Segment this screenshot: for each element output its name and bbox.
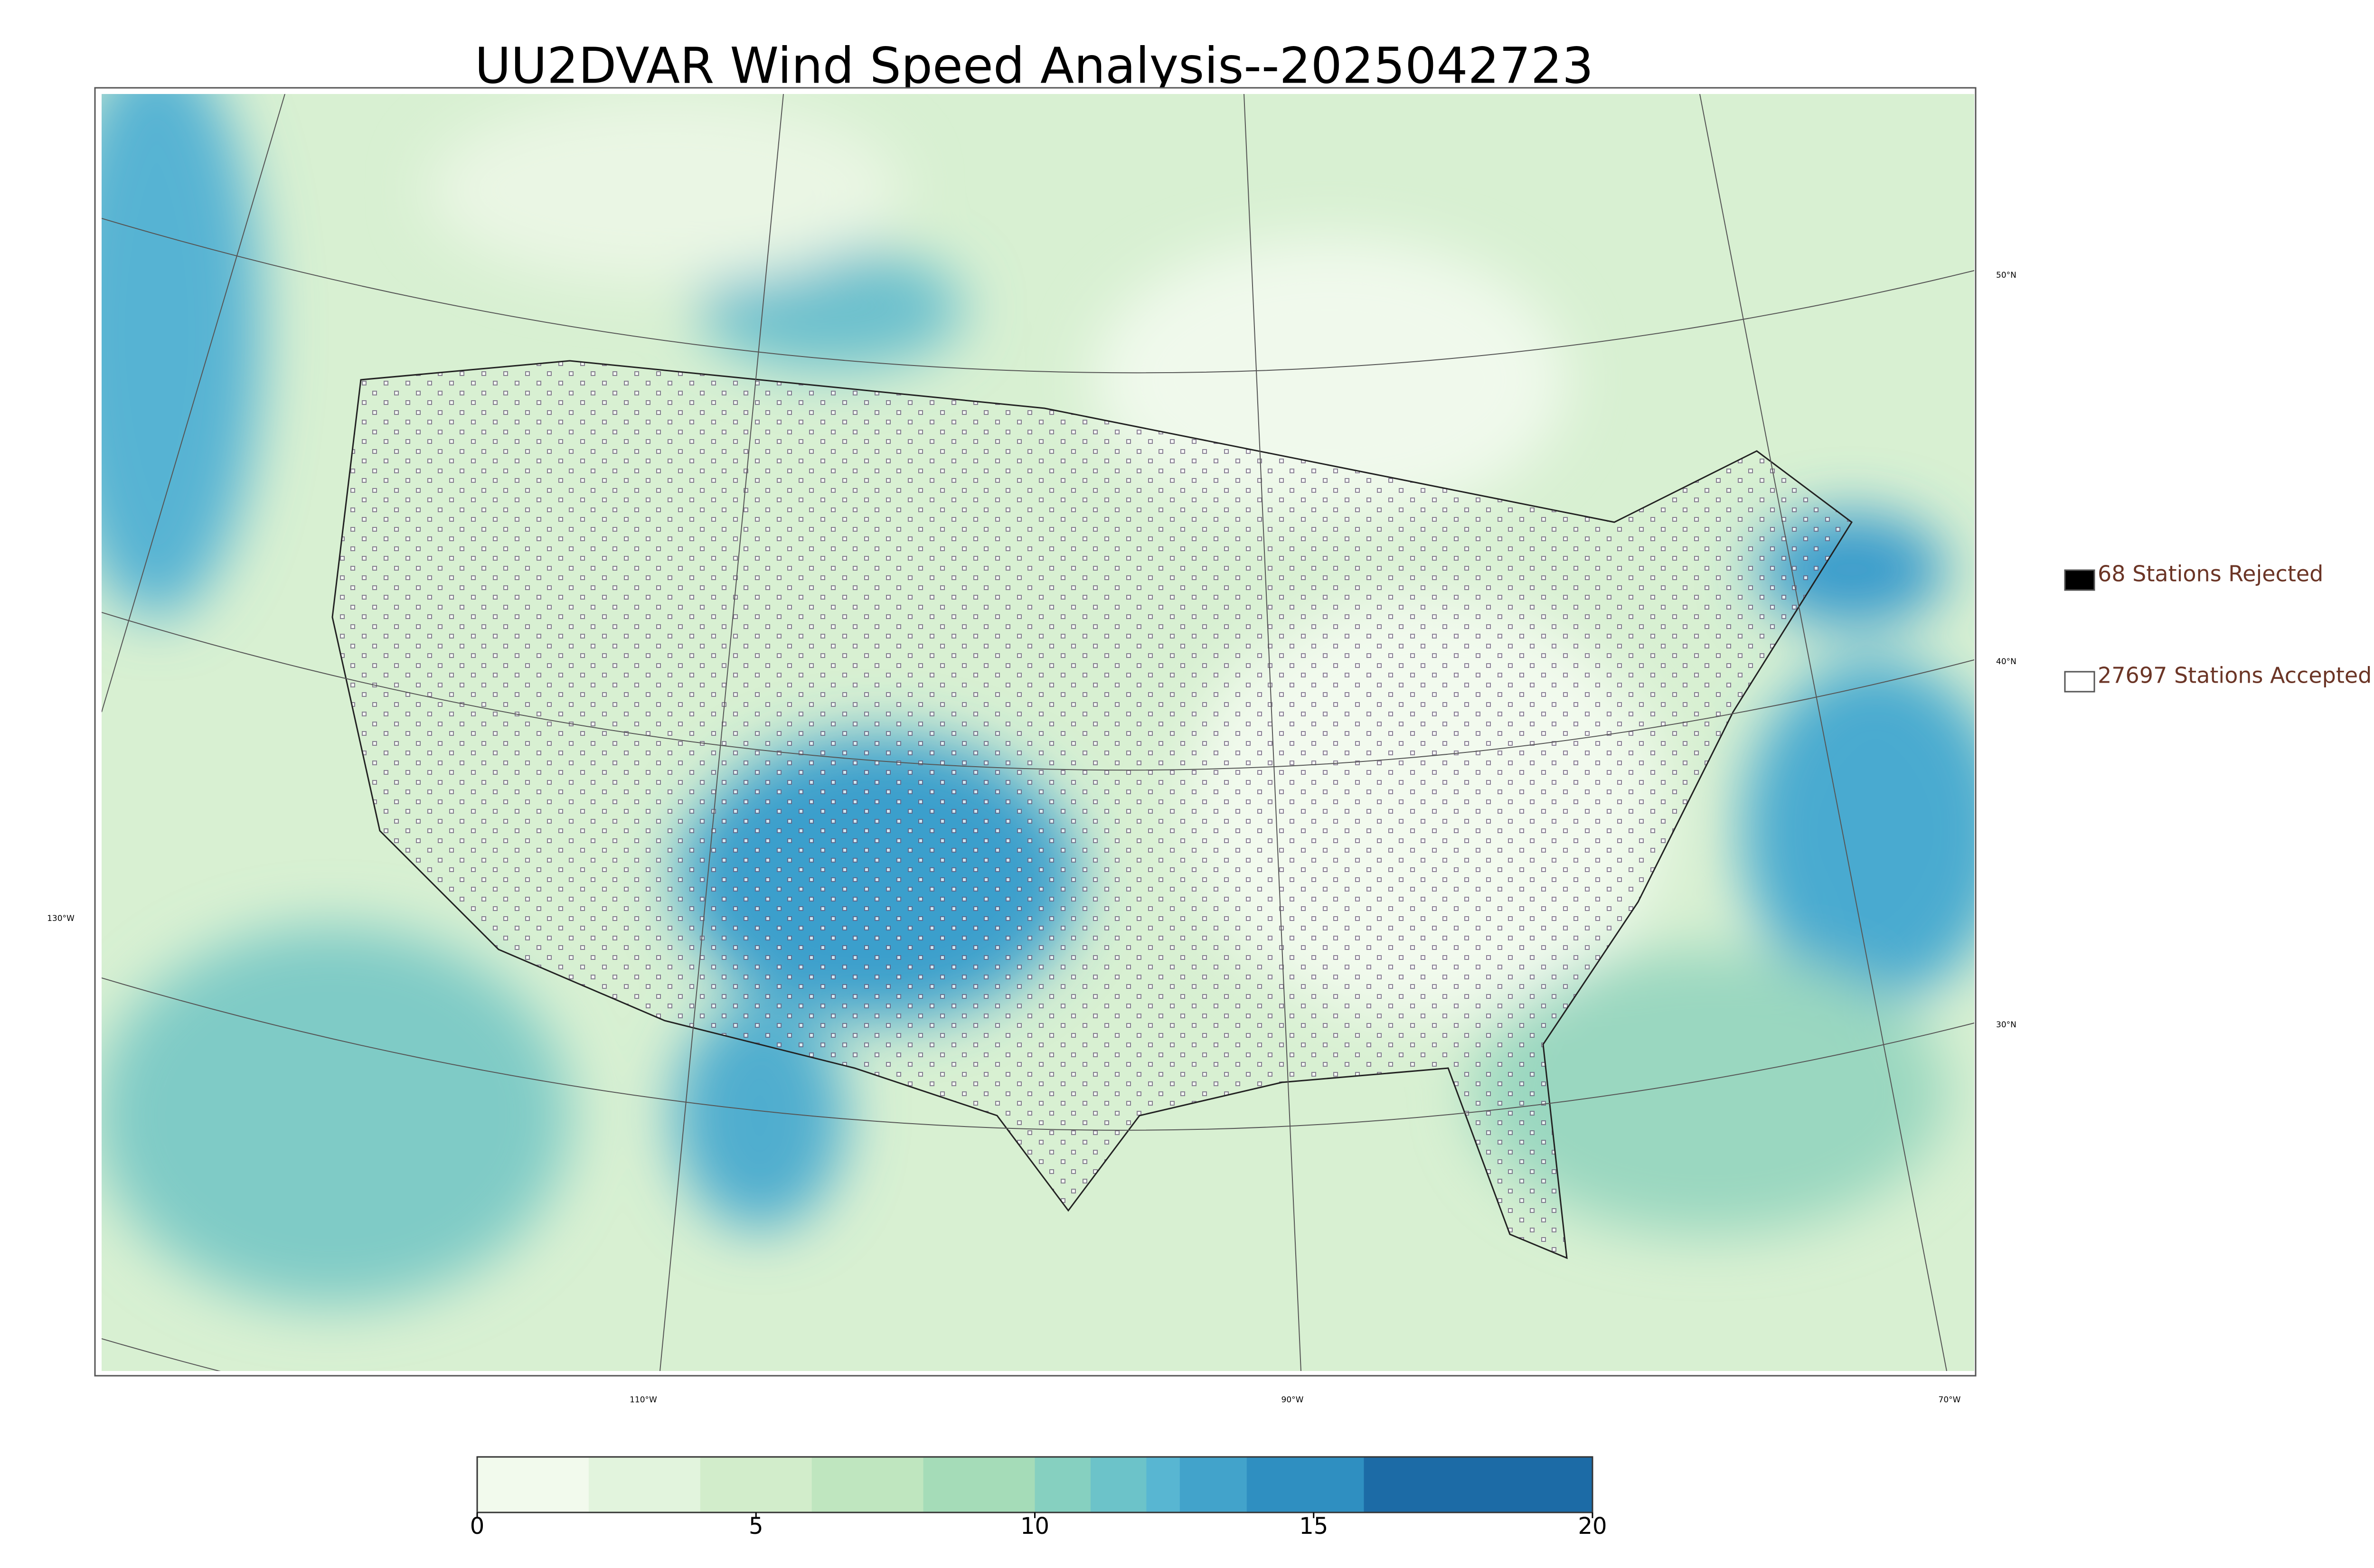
legend-label: 27697 Stations Accepted [2098,663,2372,688]
station-markers [332,361,1852,1258]
colorbar-segment [1179,1457,1247,1512]
colorbar-segment [1035,1457,1091,1512]
colorbar-tick-label: 20 [1578,1513,1607,1540]
colorbar-segment [588,1457,701,1512]
legend-swatch [2064,569,2095,591]
colorbar-segment [1146,1457,1180,1512]
title: UU2DVAR Wind Speed Analysis--2025042723 [475,37,1593,94]
colorbar-segment [700,1457,812,1512]
lat-label: 50°N [1996,271,2016,280]
colorbar-tick-label: 15 [1299,1513,1328,1540]
lat-label: 30°N [1996,1020,2016,1030]
lon-label: 90°W [1281,1395,1304,1405]
legend: 68 Stations Rejected 27697 Stations Accep… [2064,561,2372,693]
colorbar-tick-label: 10 [1020,1513,1049,1540]
colorbar-segment [1090,1457,1147,1512]
graticule-labels: 50°N 40°N 30°N 110°W 90°W 70°W 130°W [47,271,2016,1405]
lon-label: 70°W [1939,1395,1961,1405]
colorbar-segment [1246,1457,1364,1512]
graticule [102,94,1974,1371]
lon-label: 110°W [630,1395,657,1405]
colorbar-segment [811,1457,924,1512]
legend-label: 68 Stations Rejected [2098,561,2323,587]
colorbar-segment [923,1457,1035,1512]
lat-label: 40°N [1996,657,2016,667]
lon-label: 130°W [47,914,75,923]
colorbar: 0 5 10 15 20 [470,1456,1607,1540]
legend-swatch [2064,671,2095,693]
colorbar-segment [477,1457,589,1512]
colorbar-tick-label: 0 [470,1513,485,1540]
coastline [331,360,1853,1259]
colorbar-tick-label: 5 [749,1513,763,1540]
colorbar-segment [1364,1457,1593,1512]
map [102,94,1974,1371]
